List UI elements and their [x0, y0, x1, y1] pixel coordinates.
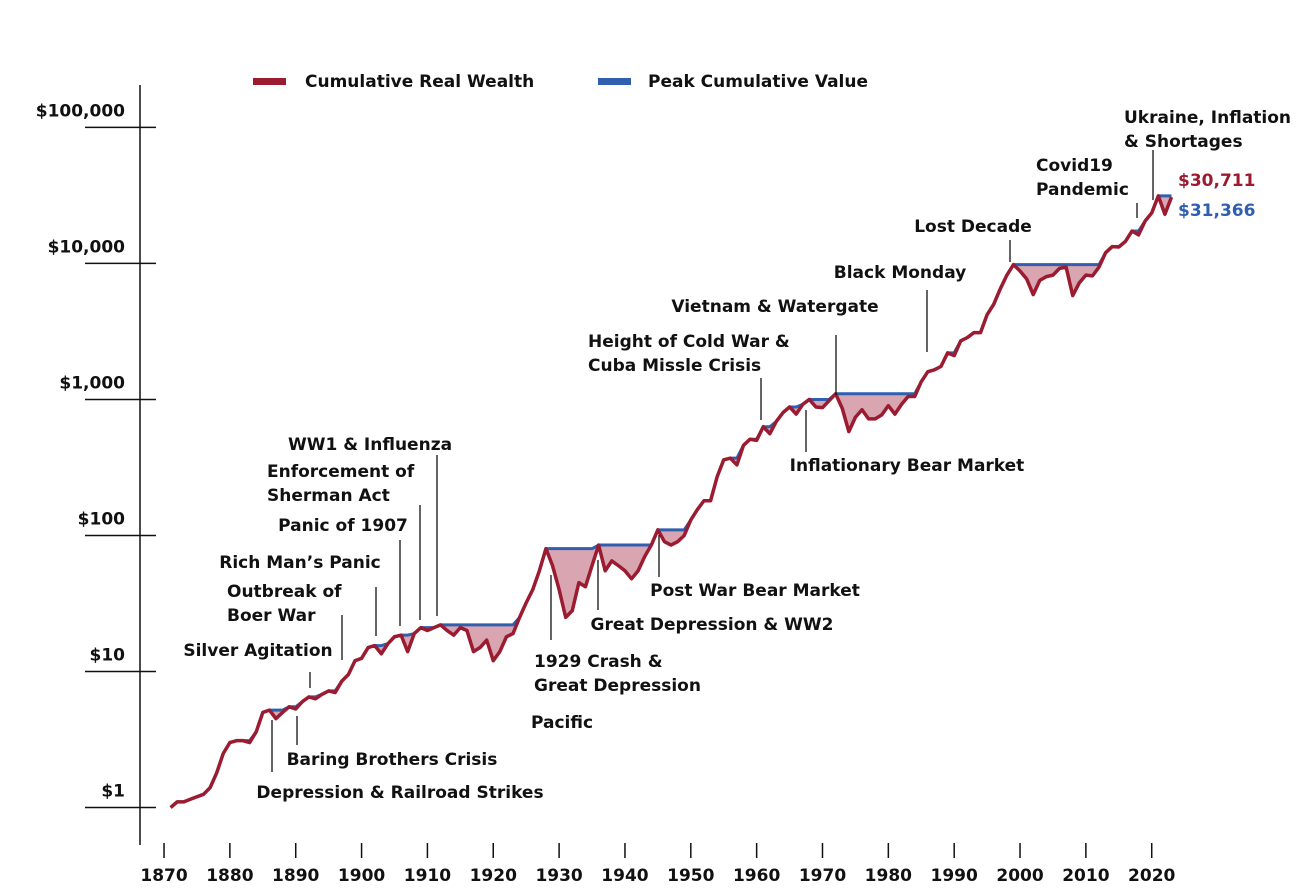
annotation: Boer War: [227, 606, 316, 626]
annotation: Outbreak of: [227, 582, 342, 602]
annotation: Pandemic: [1036, 180, 1129, 200]
annotation: Post War Bear Market: [650, 581, 860, 601]
legend-swatch: [253, 78, 286, 85]
annotation: Lost Decade: [914, 217, 1032, 237]
annotation: Sherman Act: [267, 486, 390, 506]
annotation: WW1 & Influenza: [288, 435, 452, 455]
annotation: Inflationary Bear Market: [790, 456, 1025, 476]
x-tick-label: 1870: [140, 866, 187, 886]
y-tick-label: $10: [90, 645, 126, 665]
x-tick-label: 1910: [404, 866, 451, 886]
legend-swatch: [598, 78, 631, 85]
x-tick-label: 1930: [535, 866, 582, 886]
x-tick-label: 2020: [1128, 866, 1175, 886]
annotation: Baring Brothers Crisis: [287, 750, 498, 770]
y-tick-label: $1,000: [59, 373, 125, 393]
annotation: Depression & Railroad Strikes: [256, 783, 543, 803]
y-tick-label: $10,000: [48, 237, 126, 257]
y-tick-label: $100,000: [36, 101, 125, 121]
annotation: Rich Man’s Panic: [219, 553, 380, 573]
annotation: Cuba Missle Crisis: [588, 356, 761, 376]
wealth-line: [169, 194, 1174, 809]
legend-label: Peak Cumulative Value: [648, 72, 868, 92]
x-tick-label: 1890: [272, 866, 319, 886]
x-tick-label: 1920: [470, 866, 517, 886]
end-value-label: $30,711: [1178, 171, 1255, 191]
x-tick-label: 1970: [799, 866, 846, 886]
end-value-label: $31,366: [1178, 201, 1255, 221]
x-tick-label: 1980: [865, 866, 912, 886]
x-tick-label: 1990: [931, 866, 978, 886]
annotation: Vietnam & Watergate: [671, 297, 878, 317]
annotation: Covid19: [1036, 156, 1113, 176]
x-tick-label: 2010: [1062, 866, 1109, 886]
x-tick-label: 1960: [733, 866, 780, 886]
x-tick-label: 2000: [996, 866, 1043, 886]
annotation: Ukraine, Inflation: [1124, 108, 1291, 128]
legend-label: Cumulative Real Wealth: [305, 72, 534, 92]
x-tick-label: 1950: [667, 866, 714, 886]
y-tick-label: $1: [101, 781, 125, 801]
x-tick-label: 1940: [601, 866, 648, 886]
annotation: 1929 Crash &: [534, 652, 663, 672]
y-tick-label: $100: [78, 509, 125, 529]
x-tick-label: 1900: [338, 866, 385, 886]
annotation: & Shortages: [1124, 132, 1243, 152]
annotation: Great Depression: [534, 676, 701, 696]
x-tick-label: 1880: [206, 866, 253, 886]
annotation: Silver Agitation: [183, 641, 332, 661]
annotation: Pacific: [531, 713, 593, 733]
annotation: Black Monday: [834, 263, 966, 283]
annotation: Great Depression & WW2: [591, 615, 834, 635]
annotation: Height of Cold War &: [588, 332, 790, 352]
annotation: Panic of 1907: [278, 516, 408, 536]
annotation: Enforcement of: [267, 462, 415, 482]
